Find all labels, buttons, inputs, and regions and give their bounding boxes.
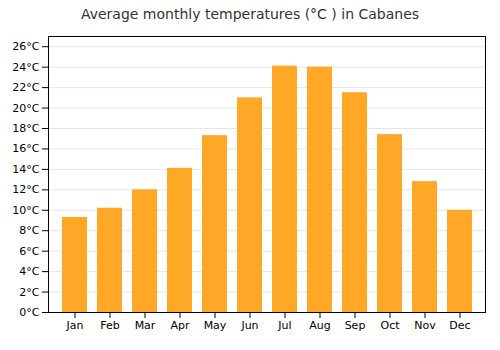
svg-text:0°C: 0°C xyxy=(19,306,39,319)
svg-text:18°C: 18°C xyxy=(12,122,39,135)
svg-text:Jan: Jan xyxy=(66,319,84,332)
svg-text:20°C: 20°C xyxy=(12,102,39,115)
svg-text:8°C: 8°C xyxy=(19,224,39,237)
svg-text:12°C: 12°C xyxy=(12,183,39,196)
svg-text:Aug: Aug xyxy=(309,319,330,332)
svg-text:Feb: Feb xyxy=(100,319,119,332)
svg-text:Oct: Oct xyxy=(380,319,400,332)
svg-text:May: May xyxy=(204,319,227,332)
svg-text:14°C: 14°C xyxy=(12,163,39,176)
svg-text:22°C: 22°C xyxy=(12,81,39,94)
svg-text:Dec: Dec xyxy=(449,319,470,332)
svg-text:Sep: Sep xyxy=(345,319,366,332)
svg-text:2°C: 2°C xyxy=(19,286,39,299)
svg-text:4°C: 4°C xyxy=(19,265,39,278)
svg-text:26°C: 26°C xyxy=(12,40,39,53)
svg-text:6°C: 6°C xyxy=(19,245,39,258)
html-text:Average monthly temperatures (: Average monthly temperatures (°C ) in Ca… xyxy=(80,6,420,22)
svg-text:Apr: Apr xyxy=(170,319,190,332)
svg-text:Jul: Jul xyxy=(277,319,291,332)
svg-text:10°C: 10°C xyxy=(12,204,39,217)
svg-text:Nov: Nov xyxy=(414,319,436,332)
svg-text:Mar: Mar xyxy=(135,319,156,332)
svg-text:16°C: 16°C xyxy=(12,142,39,155)
svg-text:Jun: Jun xyxy=(240,319,258,332)
svg-text:24°C: 24°C xyxy=(12,61,39,74)
